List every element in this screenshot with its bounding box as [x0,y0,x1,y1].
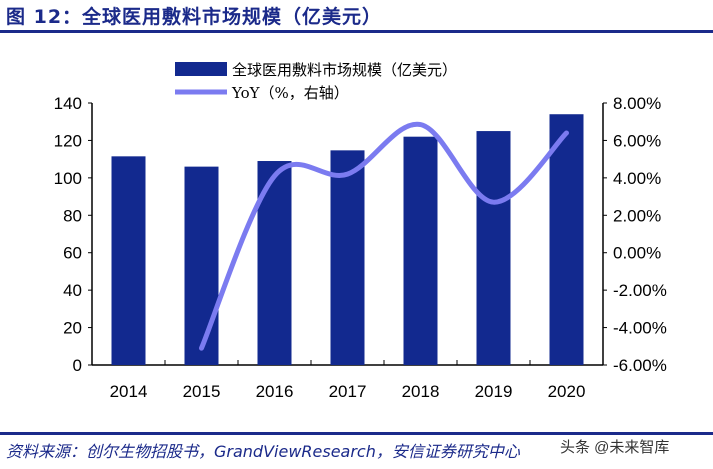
right-tick-label: -2.00% [613,281,667,300]
x-tick-label: 2020 [548,382,586,401]
right-tick-label: -6.00% [613,356,667,375]
left-tick-label: 40 [63,281,82,300]
x-tick-label: 2019 [475,382,513,401]
bottom-rule [0,432,713,435]
left-tick-label: 100 [54,169,82,188]
source-note: 资料来源：创尔生物招股书，GrandViewResearch，安信证券研究中心 [6,442,520,461]
bar-2017 [330,150,365,365]
bar-2020 [549,114,584,365]
figure-title: 图 12：全球医用敷料市场规模（亿美元） [6,6,383,28]
legend-bar-swatch [175,62,227,76]
x-tick-label: 2014 [110,382,148,401]
right-tick-label: 8.00% [613,94,661,113]
right-tick-label: 0.00% [613,244,661,263]
top-rule [0,30,713,33]
bar-2019 [476,131,511,365]
right-tick-label: 2.00% [613,206,661,225]
left-tick-label: 140 [54,94,82,113]
left-tick-label: 120 [54,131,82,150]
x-tick-label: 2015 [183,382,221,401]
left-tick-label: 20 [63,319,82,338]
right-tick-label: 4.00% [613,169,661,188]
legend-bar-label: 全球医用敷料市场规模（亿美元） [232,61,457,79]
x-tick-label: 2016 [256,382,294,401]
x-tick-label: 2017 [329,382,367,401]
legend-line-label: YoY（%，右轴） [231,84,349,102]
bar-2015 [184,166,219,365]
left-tick-label: 60 [63,244,82,263]
x-tick-label: 2018 [402,382,440,401]
right-tick-label: 6.00% [613,131,661,150]
right-tick-label: -4.00% [613,319,667,338]
watermark: 头条 @未来智库 [560,436,670,457]
bar-2018 [403,136,438,365]
yoy-line [199,121,569,351]
left-tick-label: 0 [73,356,82,375]
legend: 全球医用敷料市场规模（亿美元） YoY（%，右轴） [175,61,457,102]
left-tick-label: 80 [63,206,82,225]
bar-2014 [111,156,146,365]
